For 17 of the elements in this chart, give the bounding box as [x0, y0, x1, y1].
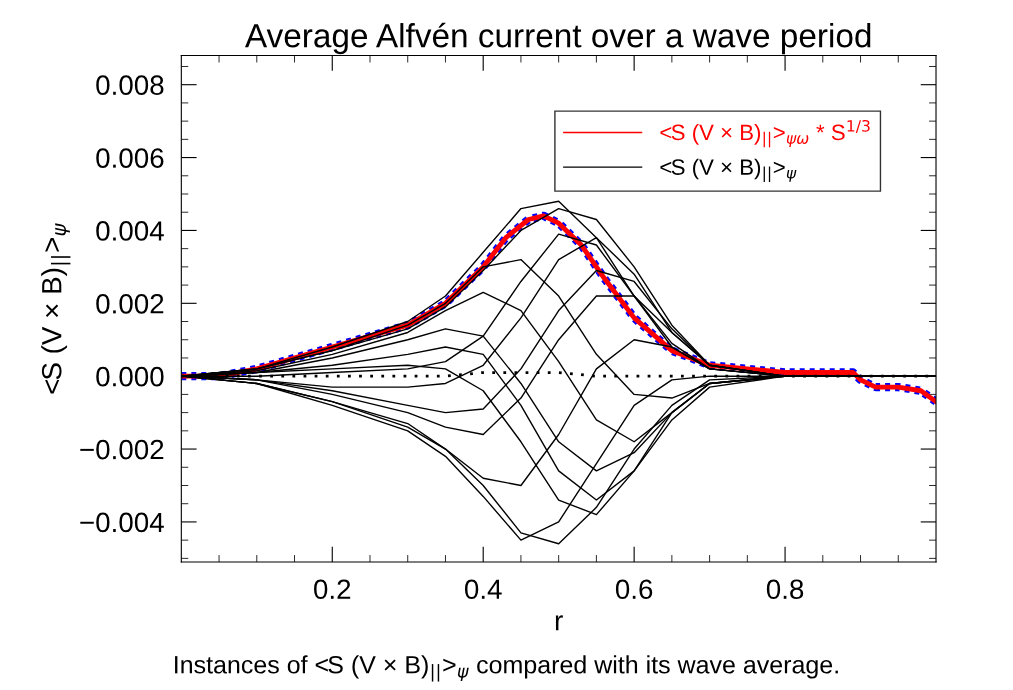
- x-tick-label: 0.4: [464, 579, 502, 600]
- y-tick-label: 0.000: [96, 366, 164, 387]
- y-tick-label: 0.002: [96, 293, 164, 314]
- y-axis-title: <S (V × B)$_{||}$>$_{ψ}$: [41, 223, 71, 394]
- y-tick-label: −0.002: [80, 439, 164, 460]
- y-tick-label: 0.004: [96, 221, 164, 241]
- x-axis-title: r: [555, 615, 563, 631]
- x-tick-label: 0.6: [615, 579, 653, 600]
- x-tick-label: 0.8: [766, 579, 804, 600]
- y-tick-label: 0.006: [96, 148, 164, 168]
- text: Instances of <S (V × B)$_{||}$>$_{ψ}$ compared with its wave average.: [175, 655, 838, 682]
- legend-label: <S (V × B)$_{||}$>$_{ψ}$: [660, 158, 797, 183]
- y-tick-label: 0.008: [96, 75, 164, 96]
- legend-label: <S (V × B)$_{||}$>$_{ψω}$ * S$^{1/3}$: [660, 119, 870, 148]
- y-tick-label: −0.004: [80, 512, 164, 533]
- chart-title: Average Alfvén current over a wave period: [244, 22, 871, 55]
- x-tick-label: 0.2: [314, 579, 351, 600]
